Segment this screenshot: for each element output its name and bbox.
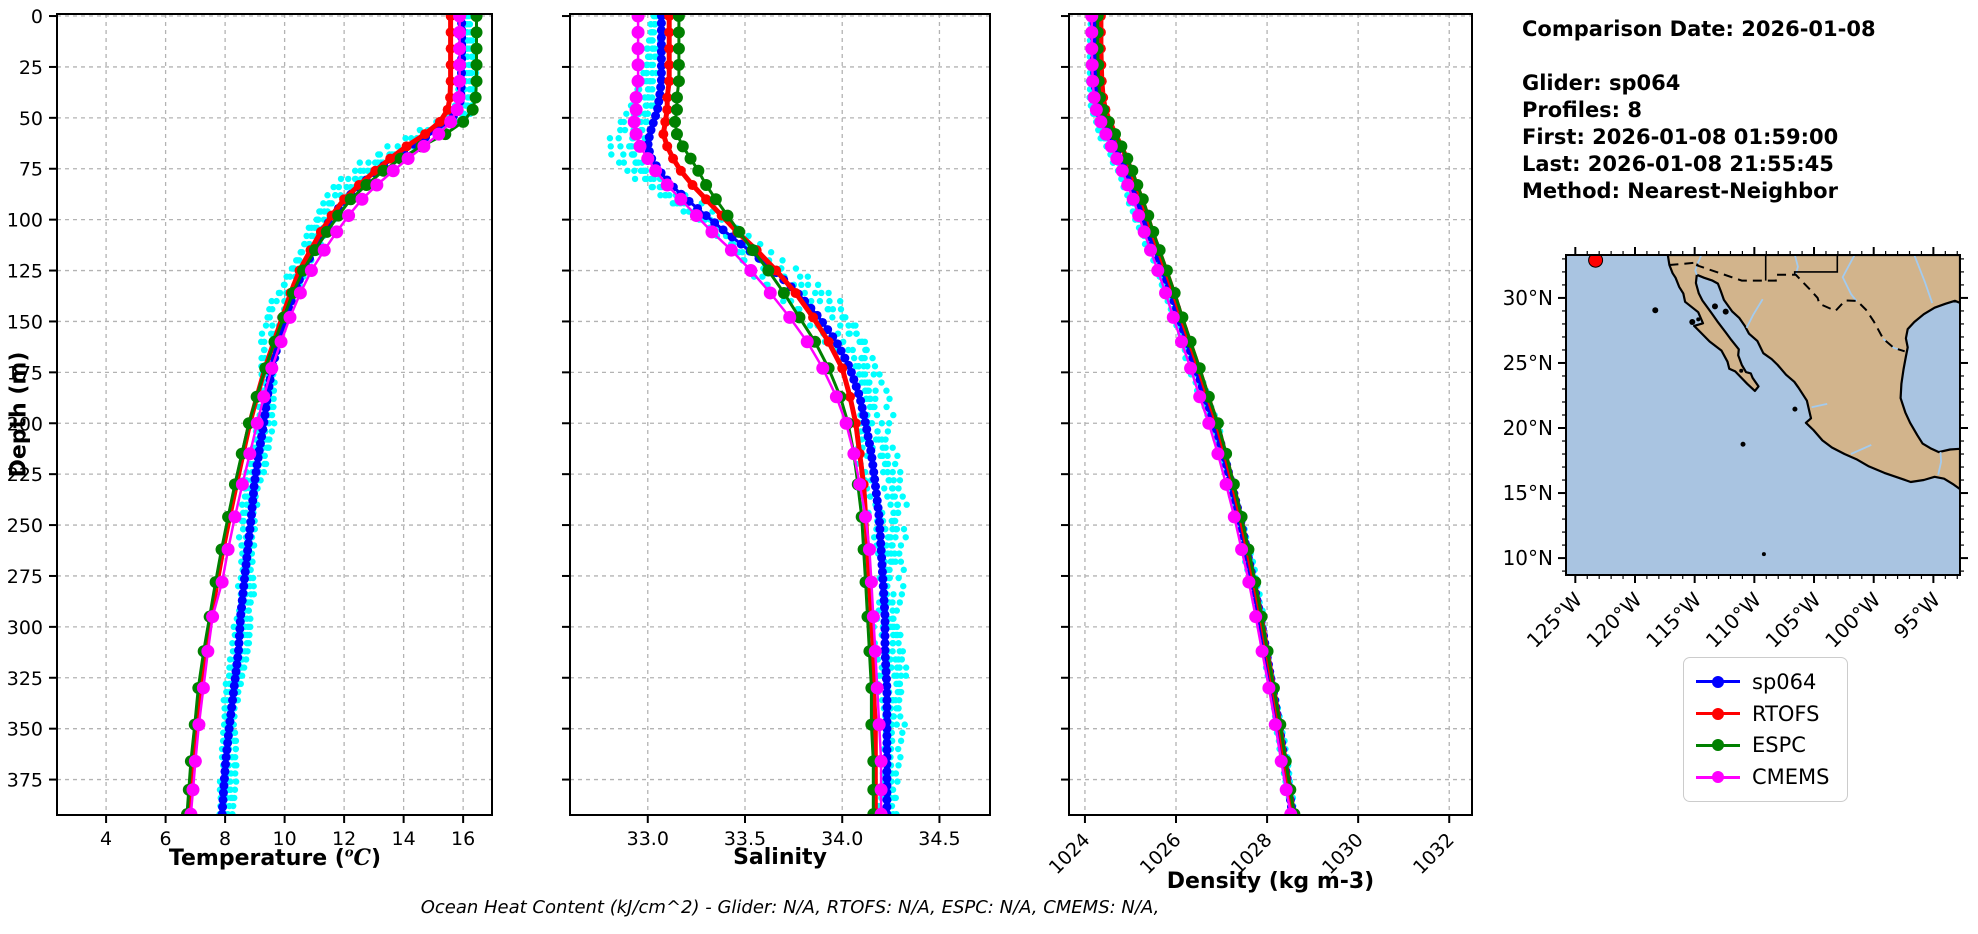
svg-text:16: 16: [451, 828, 475, 850]
svg-text:6: 6: [160, 828, 172, 850]
map-island: [1652, 307, 1659, 314]
svg-text:75: 75: [19, 159, 43, 181]
map-river: [1937, 452, 1943, 475]
svg-text:120°W: 120°W: [1582, 587, 1647, 652]
map-land: [1666, 255, 1960, 491]
series-CMEMS-1: [627, 14, 888, 815]
svg-text:375: 375: [7, 770, 43, 792]
svg-text:10: 10: [273, 828, 297, 850]
svg-text:225: 225: [7, 464, 43, 486]
map-river: [1913, 255, 1934, 304]
map-island: [1696, 317, 1701, 322]
map-river: [1811, 403, 1828, 409]
svg-text:115°W: 115°W: [1641, 587, 1706, 652]
svg-text:250: 250: [7, 515, 43, 537]
legend-item-espc: ESPC: [1696, 733, 1835, 757]
series-ESPC-2: [1091, 14, 1301, 815]
cmems-line-marker-icon: [1696, 770, 1740, 784]
series-RTOFS-2: [1095, 14, 1299, 815]
map-island: [1740, 441, 1746, 447]
depth-axis-label: Depth (m): [6, 351, 32, 478]
svg-text:34.0: 34.0: [821, 828, 863, 850]
svg-text:25: 25: [19, 57, 43, 79]
map-river: [1841, 255, 1858, 302]
info-last-line: Last: 2026-01-08 21:55:45: [1522, 152, 1834, 176]
svg-text:105°W: 105°W: [1761, 587, 1826, 652]
svg-text:275: 275: [7, 566, 43, 588]
profile-plot-0: 4 6 8 10 12 14 16 0 25 50 75 100 125 150 175 200 225 250 2…: [7, 6, 493, 850]
info-glider-line: Glider: sp064: [1522, 71, 1681, 95]
profile-plot-2: 1024 1026 1028 1030 1032: [1045, 13, 1473, 879]
svg-text:50: 50: [19, 108, 43, 130]
map-island: [1711, 303, 1718, 310]
svg-text:33.0: 33.0: [627, 828, 669, 850]
svg-text:110°W: 110°W: [1701, 587, 1766, 652]
legend-label-espc: ESPC: [1752, 733, 1806, 758]
map-river: [1850, 444, 1872, 455]
temperature-axis-label: Temperature (oC): [168, 845, 382, 871]
map-island: [1792, 406, 1798, 412]
svg-text:325: 325: [7, 668, 43, 690]
density-axis-label: Density (kg m-3): [1166, 869, 1375, 894]
rtofs-line-marker-icon: [1696, 707, 1740, 721]
info-profiles-line: Profiles: 8: [1522, 98, 1643, 122]
svg-text:125: 125: [7, 261, 43, 283]
map-river: [1694, 255, 1703, 276]
svg-text:125°W: 125°W: [1522, 587, 1587, 652]
legend-label-cmems: CMEMS: [1752, 765, 1830, 790]
salinity-axis-label: Salinity: [733, 845, 827, 870]
svg-text:8: 8: [219, 828, 231, 850]
svg-text:34.5: 34.5: [918, 828, 960, 850]
glider-info-text: Glider: sp064 Profiles: 8 First: 2026-01…: [1522, 70, 1838, 205]
svg-text:150: 150: [7, 311, 43, 333]
svg-text:20°N: 20°N: [1503, 416, 1553, 440]
map-island: [1689, 318, 1696, 325]
svg-text:4: 4: [100, 828, 112, 850]
svg-text:10°N: 10°N: [1503, 546, 1553, 570]
ocean-heat-content-caption: Ocean Heat Content (kJ/cm^2) - Glider: N…: [420, 897, 1160, 918]
svg-text:33.5: 33.5: [724, 828, 766, 850]
svg-text:100°W: 100°W: [1820, 587, 1885, 652]
svg-text:95°W: 95°W: [1889, 587, 1945, 643]
info-first-line: First: 2026-01-08 01:59:00: [1522, 125, 1839, 149]
svg-text:12: 12: [332, 828, 356, 850]
svg-text:0: 0: [31, 6, 43, 28]
svg-text:300: 300: [7, 617, 43, 639]
series-CMEMS-0: [184, 14, 467, 815]
svg-text:14: 14: [392, 828, 416, 850]
map-island: [1739, 368, 1744, 373]
map-island: [1761, 552, 1766, 557]
sp064-line-marker-icon: [1696, 675, 1740, 689]
info-method-line: Method: Nearest-Neighbor: [1522, 179, 1838, 203]
map-state-border: [1793, 255, 1839, 275]
svg-text:30°N: 30°N: [1503, 286, 1553, 310]
legend-item-cmems: CMEMS: [1696, 765, 1835, 789]
svg-text:175: 175: [7, 362, 43, 384]
espc-line-marker-icon: [1696, 738, 1740, 752]
comparison-date-text: Comparison Date: 2026-01-08: [1522, 17, 1876, 41]
legend-label-rtofs: RTOFS: [1752, 701, 1820, 726]
map-island: [1722, 308, 1729, 315]
svg-text:25°N: 25°N: [1503, 351, 1553, 375]
location-map: 30°N 25°N 20°N 15°N 10°N 125°W120°W115°W110°W…: [1503, 247, 1968, 653]
legend-item-rtofs: RTOFS: [1696, 702, 1835, 726]
series-CMEMS-2: [1085, 14, 1298, 815]
svg-text:200: 200: [7, 413, 43, 435]
legend-label-sp064: sp064: [1752, 669, 1817, 694]
map-river: [1745, 298, 1764, 329]
profile-plot-1: 33.0 33.5 34.0 34.5: [562, 13, 991, 850]
svg-text:100: 100: [7, 210, 43, 232]
legend-item-sp064: sp064: [1696, 670, 1835, 694]
svg-text:350: 350: [7, 719, 43, 741]
series-ESPC-1: [669, 14, 880, 815]
glider-position-marker: [1588, 255, 1604, 268]
map-country-border: [1669, 261, 1905, 353]
legend: sp064 RTOFS ESPC CMEMS: [1683, 657, 1848, 802]
svg-text:15°N: 15°N: [1503, 481, 1553, 505]
